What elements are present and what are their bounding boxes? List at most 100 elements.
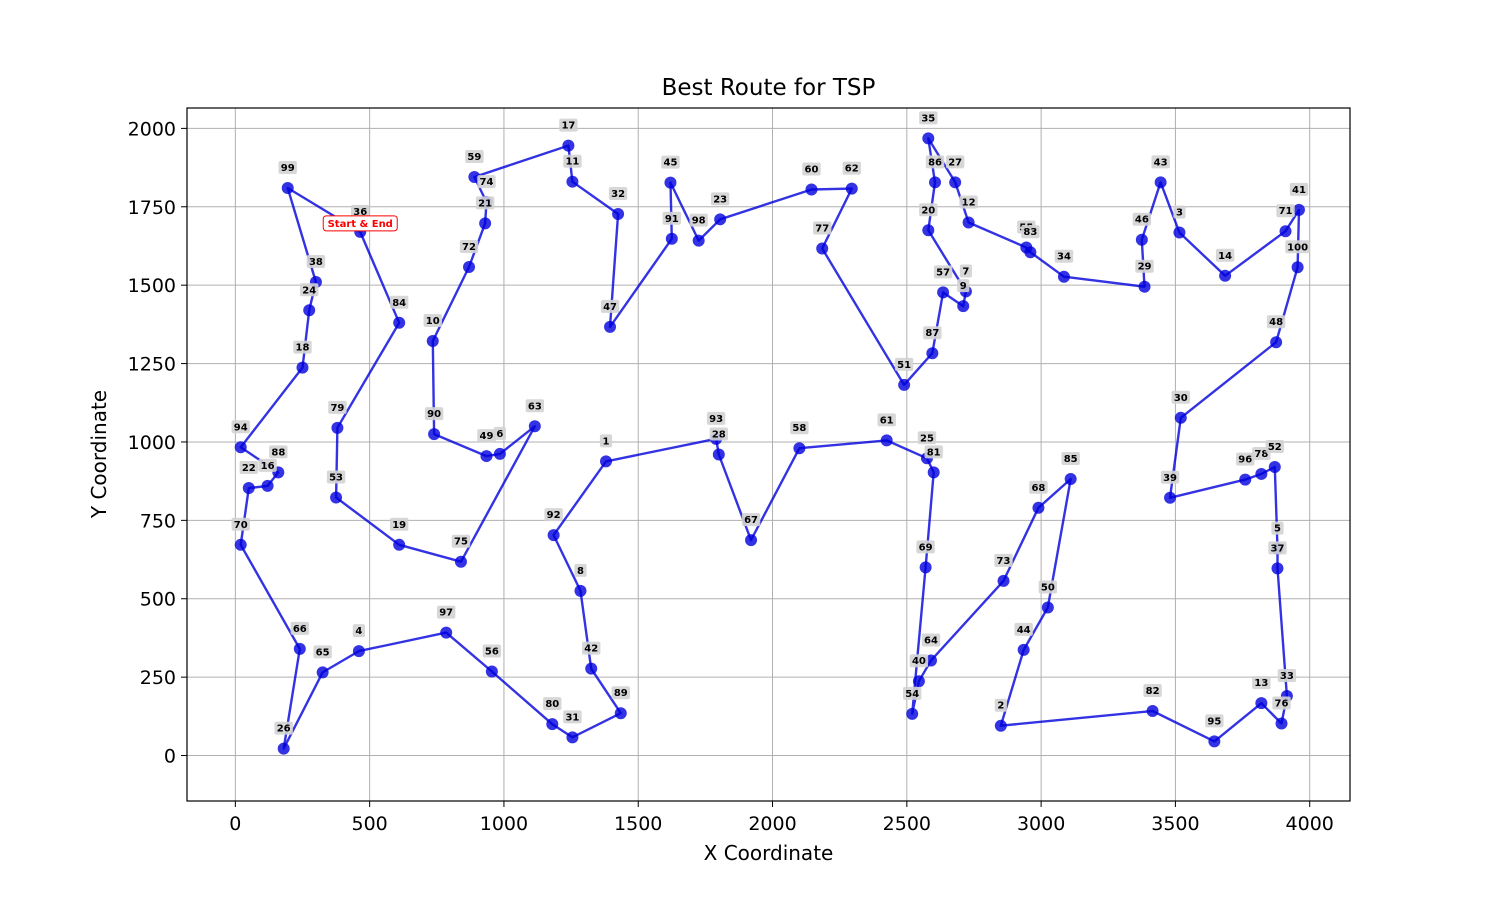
route-point: [957, 300, 970, 313]
start-label-box: [322, 215, 398, 232]
node-label-bg: [477, 175, 496, 189]
y-tick-label: 1000: [128, 432, 176, 454]
node-label: 2: [997, 701, 1004, 712]
plot-frame: [186, 107, 1351, 802]
node-label-bg: [1171, 390, 1190, 404]
route-point: [293, 642, 306, 655]
route-point: [296, 361, 309, 374]
node-label-bg: [465, 149, 484, 163]
route-point: [566, 731, 579, 744]
node-label: 79: [330, 403, 344, 414]
node-label-bg: [959, 195, 978, 209]
x-tick-label: 500: [352, 813, 388, 835]
node-label: 25: [920, 433, 934, 444]
route-point: [805, 183, 818, 196]
x-tick-label: 1500: [614, 813, 662, 835]
node-label-bg: [300, 283, 319, 297]
route-point: [997, 574, 1010, 587]
route-point: [665, 232, 678, 245]
node-label-bg: [1054, 249, 1074, 263]
node-label: 61: [880, 415, 894, 426]
node-label-bg: [921, 633, 941, 647]
y-tick-label: 750: [140, 510, 176, 532]
route-point: [922, 224, 935, 237]
node-label: 91: [665, 214, 679, 225]
node-label: 72: [462, 242, 476, 253]
y-tick-label: 250: [140, 667, 176, 689]
route-point: [393, 316, 406, 329]
route-path: [239, 137, 1301, 750]
node-label-bg: [1285, 240, 1310, 254]
node-label-bg: [574, 563, 587, 577]
node-label: 37: [1271, 543, 1285, 554]
node-label-bg: [1029, 480, 1048, 494]
node-label-bg: [661, 155, 680, 169]
route-point: [1173, 226, 1186, 239]
node-label: 95: [1207, 716, 1221, 727]
x-tick-label: 4000: [1286, 813, 1334, 835]
node-label: 4: [355, 626, 362, 637]
node-label-bg: [1038, 580, 1058, 594]
node-label-bg: [1236, 452, 1255, 466]
node-label: 36: [353, 207, 367, 218]
x-tick-label: 3500: [1151, 813, 1199, 835]
node-label-bg: [1021, 225, 1040, 239]
axis-ticks: 0 500 1000 1500 2000 2500 3000 3500 400002505007…: [128, 118, 1334, 835]
node-label: 67: [744, 515, 758, 526]
node-label: 62: [845, 164, 859, 175]
node-label-bg: [258, 458, 277, 472]
route-point: [1154, 176, 1167, 189]
start-label: Start & End: [328, 219, 393, 230]
node-label-bg: [1268, 541, 1287, 555]
node-label: 48: [1269, 317, 1283, 328]
route-point: [234, 441, 247, 454]
node-label-bg: [945, 155, 965, 169]
route-point: [1017, 643, 1030, 656]
node-label-bg: [436, 605, 456, 619]
node-label: 54: [905, 689, 919, 700]
node-label-bg: [1205, 714, 1224, 728]
node-label-bg: [933, 265, 953, 279]
node-label-bg: [599, 434, 613, 448]
route-point: [927, 466, 940, 479]
node-label-bg: [269, 445, 288, 459]
node-label-bg: [1272, 696, 1291, 710]
y-tick-label: 500: [140, 589, 176, 611]
node-label-bg: [1061, 451, 1080, 465]
node-label: 70: [234, 520, 248, 531]
node-label-bg: [451, 534, 471, 548]
route-point: [234, 538, 247, 551]
node-label: 23: [713, 194, 727, 205]
node-label: 93: [709, 414, 723, 425]
route-point: [906, 707, 919, 720]
route-point: [480, 450, 493, 463]
node-label: 56: [485, 646, 499, 657]
node-label: 49: [480, 431, 494, 442]
node-label: 84: [392, 298, 406, 309]
route-point: [1064, 472, 1077, 485]
node-label: 12: [962, 197, 976, 208]
node-label-bg: [563, 154, 582, 168]
route-point: [528, 420, 541, 433]
route-point: [1255, 697, 1268, 710]
node-label-bg: [877, 413, 896, 427]
node-label: 96: [1238, 455, 1252, 466]
node-label: 5: [1274, 524, 1281, 535]
node-label-bg: [709, 427, 729, 441]
node-label: 97: [439, 608, 453, 619]
route-point: [1239, 473, 1252, 486]
node-label-bg: [608, 186, 628, 200]
node-label: 81: [927, 447, 941, 458]
node-label: 41: [1292, 185, 1306, 196]
node-label: 35: [921, 113, 935, 124]
node-label: 64: [924, 636, 938, 647]
node-label: 34: [1057, 252, 1071, 263]
route-point: [712, 448, 725, 461]
route-point: [562, 139, 575, 152]
node-label: 39: [1163, 473, 1177, 484]
node-label-bg: [1143, 684, 1162, 698]
node-label: 40: [912, 656, 926, 667]
route-point: [1279, 225, 1292, 238]
node-label: 11: [565, 157, 579, 168]
